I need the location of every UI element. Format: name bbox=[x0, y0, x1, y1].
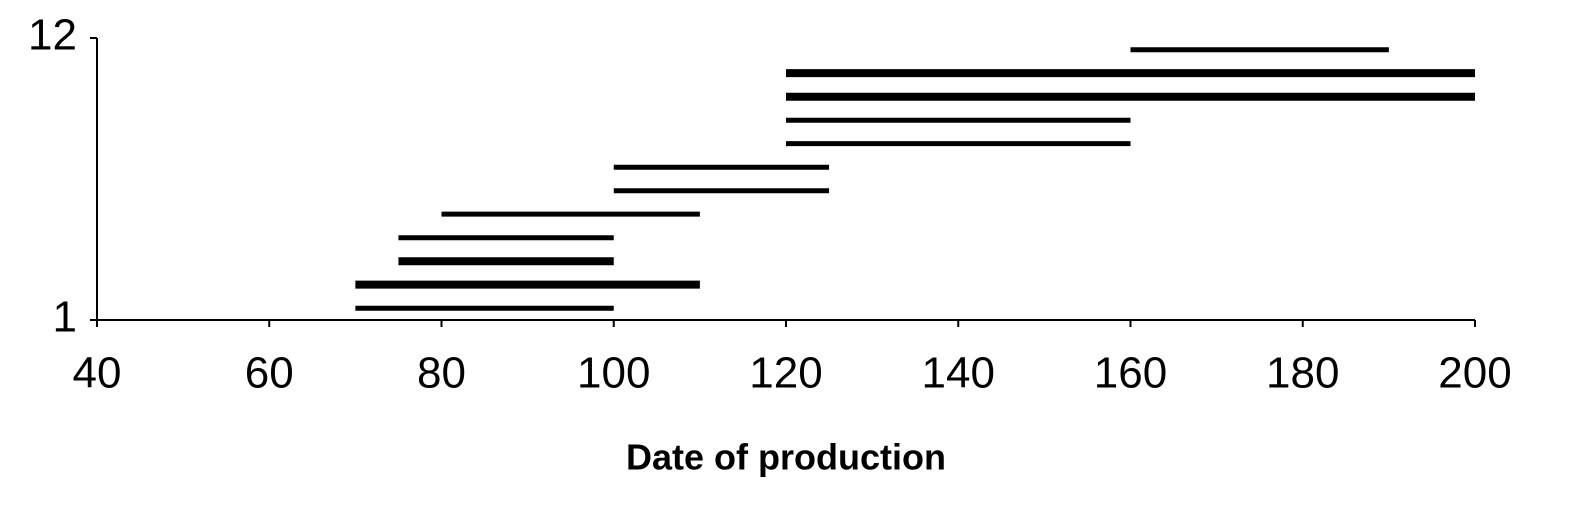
y-tick-label: 1 bbox=[53, 293, 77, 342]
y-tick-label: 12 bbox=[28, 11, 77, 60]
x-tick-label: 100 bbox=[577, 349, 650, 398]
x-axis-label: Date of production bbox=[626, 437, 946, 478]
x-tick-label: 160 bbox=[1094, 349, 1167, 398]
x-tick-label: 200 bbox=[1438, 349, 1511, 398]
x-tick-label: 120 bbox=[749, 349, 822, 398]
x-tick-label: 180 bbox=[1266, 349, 1339, 398]
x-tick-label: 40 bbox=[73, 349, 122, 398]
x-tick-label: 140 bbox=[922, 349, 995, 398]
x-tick-label: 80 bbox=[417, 349, 466, 398]
x-tick-label: 60 bbox=[245, 349, 294, 398]
